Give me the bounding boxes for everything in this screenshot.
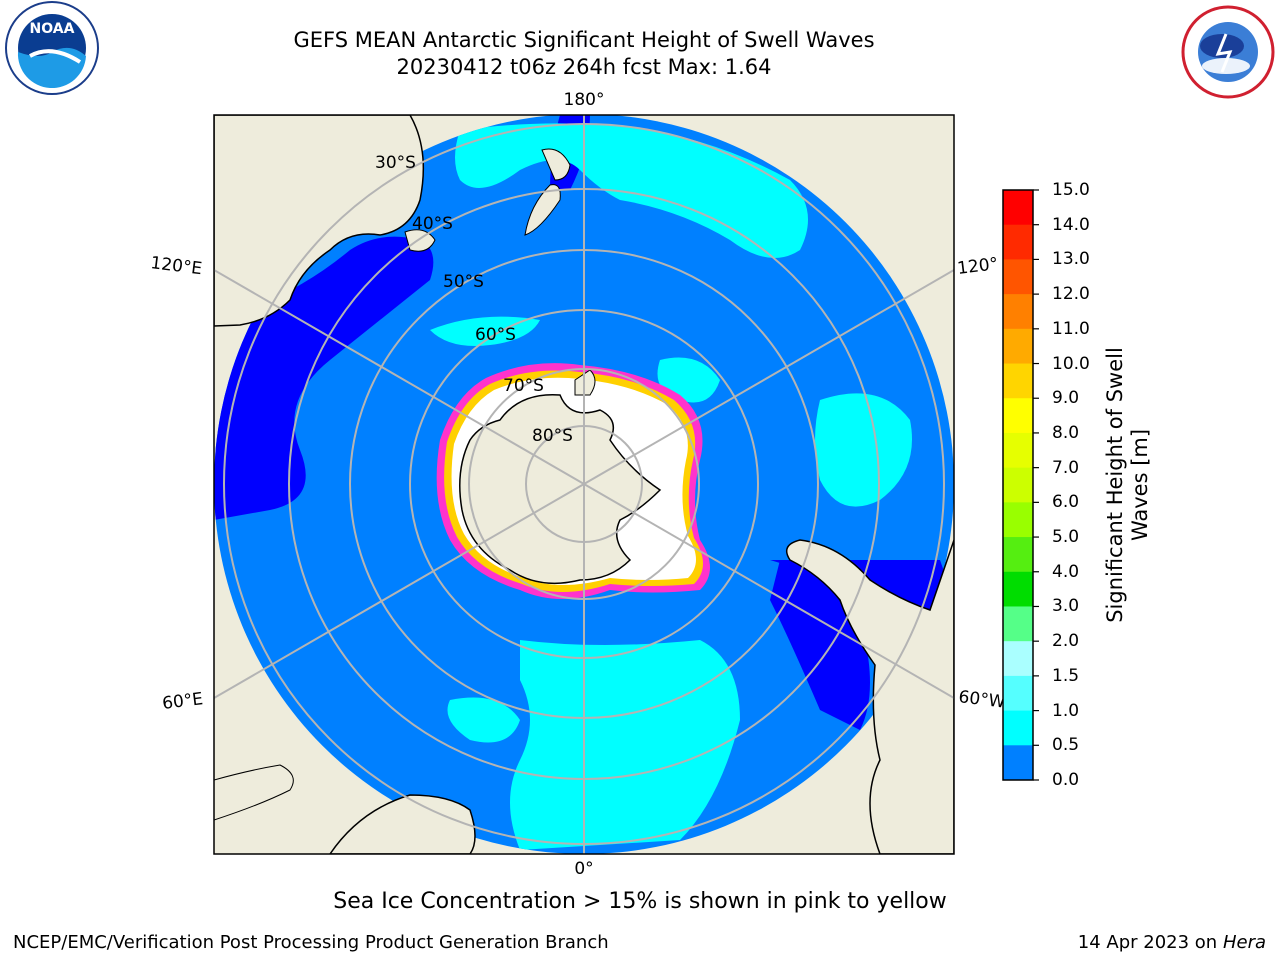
colorbar-bin <box>1003 328 1033 365</box>
lat-label-50s: 50°S <box>443 272 484 292</box>
colorbar-tick-label: 15.0 <box>1052 180 1090 200</box>
nws-logo <box>1181 5 1275 99</box>
colorbar-bin <box>1003 224 1033 260</box>
high-swell-area-atlantic <box>510 640 740 850</box>
new-zealand-north <box>541 148 571 181</box>
credit-host: Hera <box>1222 932 1266 953</box>
colorbar-bin <box>1003 675 1033 712</box>
meridian-label-180: 180° <box>564 90 605 110</box>
chart-subtitle: 20230412 t06z 264h fcst Max: 1.64 <box>396 55 772 79</box>
high-swell-area-east <box>815 393 912 507</box>
colorbar-bin <box>1003 190 1033 226</box>
meridian-label-120w: 120° <box>956 254 999 279</box>
colorbar-tick-label: 9.0 <box>1052 388 1080 409</box>
colorbar-bin <box>1003 537 1033 573</box>
colorbar-tick-label: 10.0 <box>1052 353 1090 374</box>
meridian-lines <box>214 115 954 854</box>
meridian-label-0: 0° <box>574 859 593 879</box>
lat-label-40s: 40°S <box>412 214 453 234</box>
low-swell-area-drake <box>770 560 954 620</box>
noaa-logo: NOAA <box>5 1 99 95</box>
colorbar-bin <box>1003 294 1033 330</box>
colorbar-bin <box>1003 502 1033 538</box>
colorbar-tick-label: 6.0 <box>1052 492 1080 513</box>
noaa-logo-text: NOAA <box>30 21 75 37</box>
australia <box>214 115 425 327</box>
colorbar-tick-label: 12.0 <box>1052 284 1090 305</box>
high-swell-area-south-atlantic <box>447 697 520 743</box>
colorbar-bin <box>1003 571 1033 607</box>
meridian-label-60w: 60°W <box>957 687 1006 713</box>
colorbar-bin <box>1003 467 1033 503</box>
colorbar-frame <box>1002 189 1034 781</box>
high-swell-area-60s <box>430 316 540 346</box>
colorbar-bin <box>1003 259 1033 295</box>
colorbar-tick-label: 2.0 <box>1052 631 1080 652</box>
colorbar-bin <box>1003 398 1033 434</box>
colorbar-bin <box>1003 745 1033 781</box>
madagascar <box>214 764 294 821</box>
colorbar-tick-label: 11.0 <box>1052 318 1090 339</box>
new-zealand-south <box>524 184 561 236</box>
colorbar-tick-label: 3.0 <box>1052 596 1080 617</box>
lat-label-30s: 30°S <box>375 153 416 173</box>
meridian-label-120e: 120°E <box>149 253 203 279</box>
colorbar <box>1002 189 1039 781</box>
colorbar-bin <box>1003 606 1033 642</box>
south-america <box>785 539 954 854</box>
colorbar-label-line2: Waves [m] <box>1128 428 1152 542</box>
credit-date-text: 14 Apr 2023 on <box>1077 932 1223 953</box>
colorbar-bin <box>1003 363 1033 399</box>
colorbar-tick-label: 4.0 <box>1052 561 1080 582</box>
colorbar-tick-label: 1.5 <box>1052 665 1080 686</box>
credit-left: NCEP/EMC/Verification Post Processing Pr… <box>13 932 609 953</box>
meridian-label-60e: 60°E <box>161 689 204 714</box>
tasmania <box>404 229 436 252</box>
sea-ice-note: Sea Ice Concentration > 15% is shown in … <box>333 889 947 914</box>
lat-label-60s: 60°S <box>475 325 516 345</box>
colorbar-tick-label: 5.0 <box>1052 527 1080 548</box>
africa <box>329 794 476 854</box>
colorbar-tick-label: 13.0 <box>1052 249 1090 270</box>
colorbar-tick-label: 14.0 <box>1052 214 1090 235</box>
colorbar-tick-label: 8.0 <box>1052 422 1080 443</box>
colorbar-tick-label: 7.0 <box>1052 457 1080 478</box>
colorbar-bin <box>1003 710 1033 746</box>
credit-date: 14 Apr 2023 on Hera <box>1078 932 1266 953</box>
colorbar-bin <box>1003 641 1033 677</box>
lat-label-80s: 80°S <box>532 426 573 446</box>
chart-title: GEFS MEAN Antarctic Significant Height o… <box>293 28 875 52</box>
map-frame <box>213 114 955 855</box>
high-swell-area-pacific <box>455 123 808 258</box>
colorbar-tick-label: 0.5 <box>1052 735 1080 756</box>
colorbar-tick-label: 1.0 <box>1052 700 1080 721</box>
colorbar-bin <box>1003 432 1033 469</box>
lat-label-70s: 70°S <box>503 376 544 396</box>
colorbar-tick-label: 0.0 <box>1052 770 1080 790</box>
colorbar-label-line1: Significant Height of Swell <box>1103 347 1127 623</box>
